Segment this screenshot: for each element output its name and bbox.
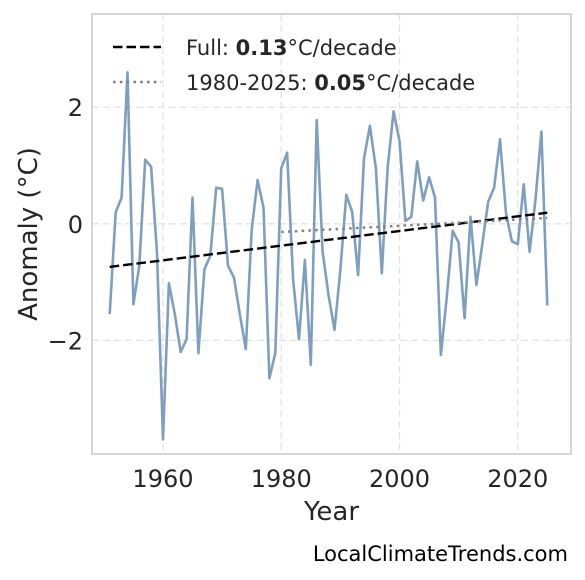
x-tick-label: 2000 (369, 465, 430, 493)
x-tick-label: 1980 (251, 465, 312, 493)
x-axis-title: Year (303, 497, 359, 527)
legend: Full: 0.13°C/decade 1980-2025: 0.05°C/de… (113, 36, 475, 95)
series-layer (108, 71, 549, 441)
x-tick-label: 2020 (487, 465, 548, 493)
y-axis-title: Anomaly (°C) (14, 147, 44, 321)
legend-label-full: Full: 0.13°C/decade (186, 36, 397, 60)
legend-label-1980-2025: 1980-2025: 0.05°C/decade (186, 71, 475, 95)
x-tick-label: 1960 (132, 465, 193, 493)
y-tick-label: −2 (48, 327, 83, 355)
attribution: LocalClimateTrends.com (313, 542, 568, 566)
y-tick-label: 2 (68, 94, 83, 122)
plot-frame (91, 13, 572, 455)
tick-labels: 1960 1980 2000 2020 −2 0 2 (48, 94, 549, 493)
trend-line-full (109, 211, 548, 269)
y-tick-label: 0 (68, 211, 83, 239)
anomaly-series-line (108, 71, 549, 441)
